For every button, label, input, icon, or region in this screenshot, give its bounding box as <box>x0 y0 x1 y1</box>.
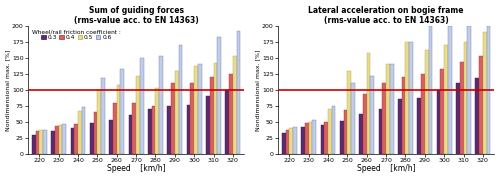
Bar <box>140 58 143 154</box>
Bar <box>351 83 355 154</box>
Bar <box>152 106 156 154</box>
Bar <box>348 71 351 154</box>
Bar <box>78 111 82 154</box>
Bar <box>171 83 175 154</box>
Bar <box>36 131 40 154</box>
Bar <box>229 74 233 154</box>
Bar <box>312 120 316 154</box>
Bar <box>159 56 163 154</box>
Bar <box>293 127 297 154</box>
Bar <box>332 106 336 154</box>
Bar <box>217 37 221 154</box>
Bar <box>390 64 394 154</box>
Bar <box>425 50 428 154</box>
Bar <box>117 85 120 154</box>
Bar <box>464 42 467 154</box>
Bar <box>476 78 479 154</box>
Bar <box>198 64 202 154</box>
Bar <box>328 109 332 154</box>
Y-axis label: Nondimensional max. [%]: Nondimensional max. [%] <box>6 49 10 130</box>
Bar <box>194 66 198 154</box>
Bar <box>187 105 190 154</box>
Bar <box>113 103 117 154</box>
Bar <box>324 122 328 154</box>
Bar <box>59 125 62 154</box>
Bar <box>305 123 309 154</box>
Bar <box>437 90 440 154</box>
Bar <box>214 63 217 154</box>
Bar <box>32 135 36 154</box>
Bar <box>456 83 460 154</box>
Bar <box>82 107 86 154</box>
Bar <box>406 42 409 154</box>
Bar <box>363 94 367 154</box>
Bar <box>467 26 471 154</box>
Bar <box>55 126 59 154</box>
Bar <box>52 131 55 154</box>
Bar <box>148 109 152 154</box>
Bar <box>236 31 240 154</box>
Bar <box>418 98 421 154</box>
Bar <box>344 110 348 154</box>
Bar <box>290 128 293 154</box>
Title: Lateral acceleration on bogie frame
(rms-value acc. to EN 14363): Lateral acceleration on bogie frame (rms… <box>308 6 464 25</box>
Bar <box>101 78 105 154</box>
Bar <box>370 76 374 154</box>
Bar <box>340 121 344 154</box>
Bar <box>40 130 43 154</box>
Bar <box>483 32 486 154</box>
Bar <box>210 77 214 154</box>
Bar <box>402 77 406 154</box>
Bar <box>379 109 382 154</box>
Y-axis label: Nondimensional max. [%]: Nondimensional max. [%] <box>256 49 260 130</box>
Bar <box>62 124 66 154</box>
Bar <box>460 62 464 154</box>
Bar <box>175 71 178 154</box>
Bar <box>309 122 312 154</box>
Bar <box>233 56 236 154</box>
Bar <box>132 103 136 154</box>
Bar <box>409 42 413 154</box>
Bar <box>321 125 324 154</box>
Bar <box>448 26 452 154</box>
Bar <box>74 124 78 154</box>
Bar <box>71 128 74 154</box>
Bar <box>178 45 182 154</box>
Bar <box>120 69 124 154</box>
Bar <box>110 120 113 154</box>
Bar <box>444 45 448 154</box>
Bar <box>90 123 94 154</box>
Bar <box>282 133 286 154</box>
Bar <box>386 64 390 154</box>
Bar <box>367 53 370 154</box>
Bar <box>168 106 171 154</box>
Bar <box>440 69 444 154</box>
Bar <box>190 83 194 154</box>
Bar <box>206 96 210 154</box>
Bar <box>302 127 305 154</box>
Bar <box>421 74 425 154</box>
Bar <box>486 26 490 154</box>
X-axis label: Speed    [km/h]: Speed [km/h] <box>107 165 166 173</box>
Bar <box>226 90 229 154</box>
Bar <box>428 26 432 154</box>
X-axis label: Speed    [km/h]: Speed [km/h] <box>357 165 416 173</box>
Bar <box>129 115 132 154</box>
Bar <box>94 112 98 154</box>
Bar <box>43 130 47 154</box>
Bar <box>136 76 140 154</box>
Bar <box>479 56 483 154</box>
Bar <box>398 99 402 154</box>
Bar <box>286 130 290 154</box>
Bar <box>156 88 159 154</box>
Bar <box>360 114 363 154</box>
Bar <box>98 90 101 154</box>
Bar <box>382 83 386 154</box>
Title: Sum of guiding forces
(rms-value acc. to EN 14363): Sum of guiding forces (rms-value acc. to… <box>74 6 198 25</box>
Legend: 0.3, 0.4, 0.5, 0.6: 0.3, 0.4, 0.5, 0.6 <box>31 29 122 42</box>
